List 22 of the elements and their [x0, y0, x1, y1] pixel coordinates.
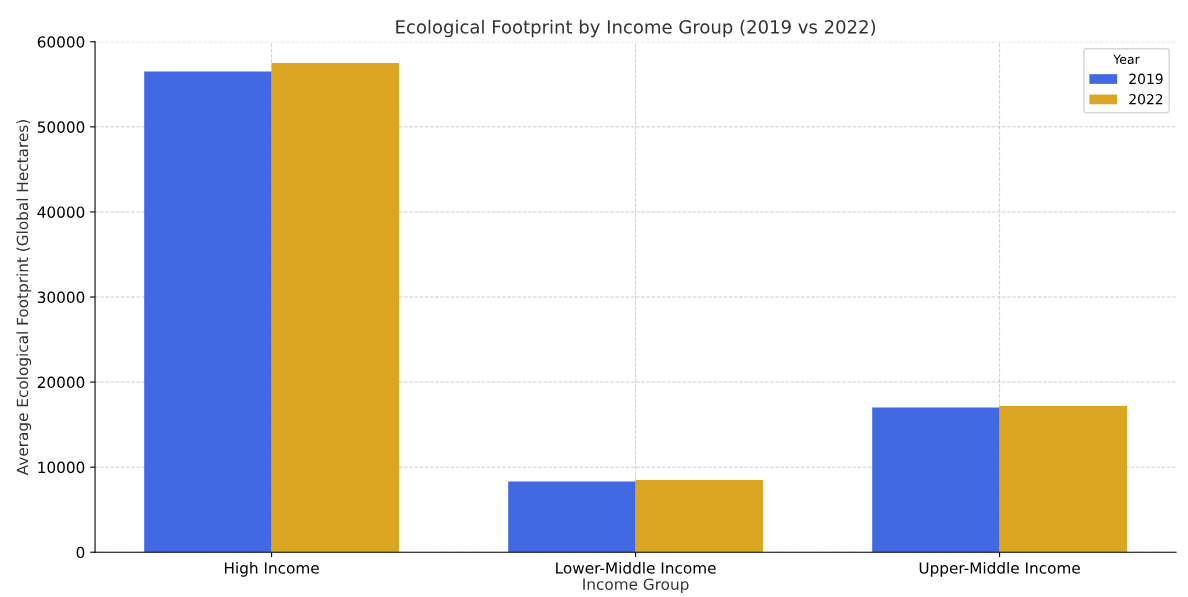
- y-tick-label: 60000: [37, 36, 85, 48]
- y-axis-title: Average Ecological Footprint (Global Hectares): [16, 120, 32, 476]
- legend-label: 2019: [1129, 73, 1163, 85]
- legend-title: Year: [1113, 54, 1140, 64]
- y-tick-label: 20000: [37, 376, 85, 389]
- bar: [872, 407, 1000, 553]
- y-tick-label: 50000: [37, 121, 85, 133]
- y-tick-label: 10000: [38, 461, 85, 474]
- bar: [144, 71, 272, 553]
- x-axis-title: Income Group: [583, 578, 689, 593]
- y-tick-label: 30000: [37, 291, 85, 304]
- bar: [999, 405, 1127, 553]
- x-tick-label: High Income: [224, 561, 319, 577]
- bar: [635, 479, 763, 553]
- chart-title: Ecological Footprint by Income Group (2019 vs 2022): [396, 19, 876, 38]
- y-tick-label: 40000: [37, 206, 85, 218]
- y-tick-label: 0: [76, 546, 85, 559]
- bar: [271, 63, 399, 553]
- x-tick-label: Lower-Middle Income: [556, 561, 716, 574]
- x-tick-label: Upper-Middle Income: [919, 561, 1080, 577]
- legend-label: 2022: [1129, 93, 1163, 105]
- bar: [508, 481, 636, 553]
